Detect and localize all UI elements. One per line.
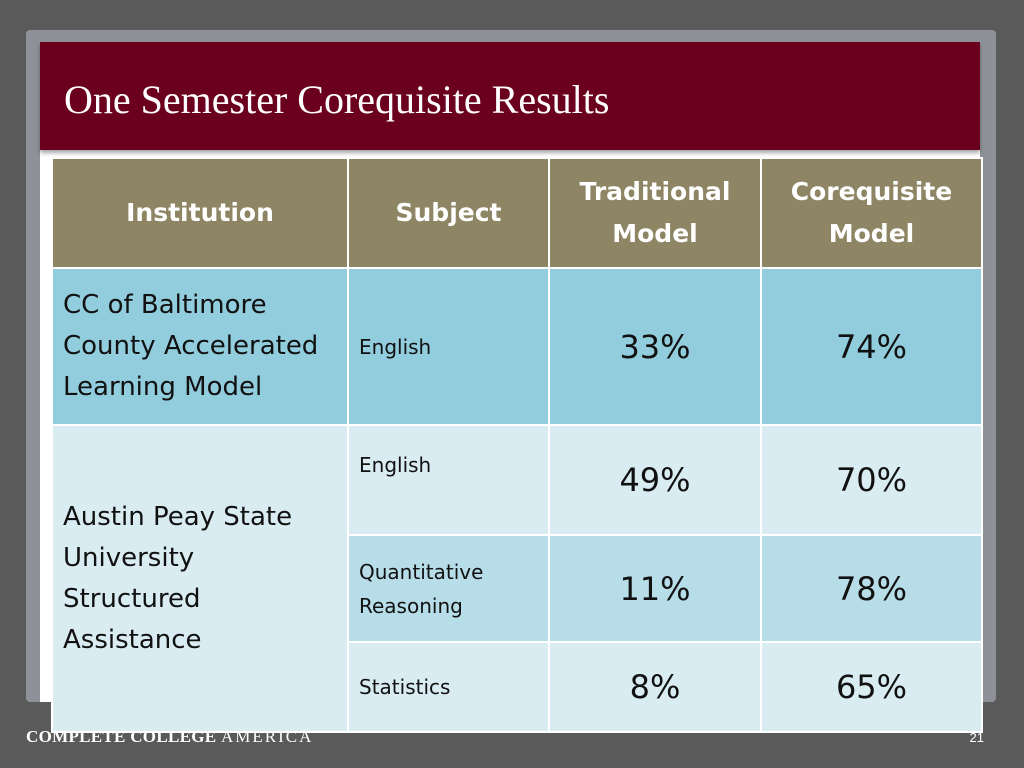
corequisite-value: 74% <box>835 327 908 366</box>
subject-cell: Quantitative Reasoning <box>347 534 550 643</box>
subject-label-line1: Quantitative <box>359 559 484 584</box>
corequisite-value-cell: 65% <box>760 641 983 733</box>
traditional-value-cell: 49% <box>548 424 762 536</box>
results-table: Institution Subject Traditional Model Co… <box>51 157 983 733</box>
header-subject-label: Subject <box>395 198 502 227</box>
brand-name-light: AMERICA <box>220 727 314 746</box>
corequisite-value: 70% <box>835 461 908 499</box>
table-row: CC of Baltimore County Accelerated Learn… <box>51 267 983 426</box>
institution-line: Structured <box>63 583 201 614</box>
table-row: Austin Peay State University Structured … <box>51 424 983 733</box>
header-institution-label: Institution <box>126 198 274 227</box>
header-traditional-line2: Model <box>612 219 698 248</box>
header-subject: Subject <box>347 157 550 269</box>
institution-cell: Austin Peay State University Structured … <box>51 424 349 733</box>
traditional-value-cell: 33% <box>548 267 762 426</box>
corequisite-value: 65% <box>835 668 908 706</box>
subject-label: English <box>359 453 432 477</box>
header-corequisite-model: Corequisite Model <box>760 157 983 269</box>
footer-brand-logo: COMPLETE COLLEGE AMERICA <box>26 727 313 747</box>
corequisite-value-cell: 70% <box>760 424 983 536</box>
subject-label: English <box>359 334 432 359</box>
corequisite-value: 78% <box>835 569 908 608</box>
institution-line: CC of Baltimore <box>63 290 267 320</box>
subject-cell: Statistics <box>347 641 550 733</box>
header-traditional-line1: Traditional <box>579 177 731 206</box>
institution-line: County Accelerated <box>63 331 319 361</box>
slide-title: One Semester Corequisite Results <box>64 77 610 122</box>
table-row: Statistics 8% 65% <box>52 641 983 733</box>
header-corequisite-line1: Corequisite <box>790 177 953 206</box>
traditional-value: 49% <box>619 461 691 499</box>
subject-label: Statistics <box>359 675 451 699</box>
brand-name-bold: COMPLETE COLLEGE <box>26 727 217 746</box>
traditional-value: 33% <box>619 327 691 366</box>
institution-line: Learning Model <box>63 372 263 402</box>
table-header-row: Institution Subject Traditional Model Co… <box>51 157 983 269</box>
traditional-value-cell: 11% <box>548 534 762 643</box>
title-bar: One Semester Corequisite Results <box>40 42 980 150</box>
header-traditional-model: Traditional Model <box>548 157 762 269</box>
header-corequisite-line2: Model <box>828 219 915 248</box>
institution-line: Austin Peay State <box>63 501 293 532</box>
subject-cell: English <box>347 424 550 536</box>
subject-label-line2: Reasoning <box>359 593 463 618</box>
institution-cell: CC of Baltimore County Accelerated Learn… <box>51 267 349 426</box>
institution-line: Assistance <box>63 624 202 655</box>
subject-cell: English <box>347 267 550 426</box>
page-number: 21 <box>969 730 984 745</box>
table-row: Quantitative Reasoning 11% 78% <box>52 534 983 643</box>
traditional-value: 8% <box>629 668 681 706</box>
header-institution: Institution <box>51 157 349 269</box>
corequisite-value-cell: 78% <box>760 534 983 643</box>
corequisite-value-cell: 74% <box>760 267 983 426</box>
traditional-value: 11% <box>619 569 691 608</box>
institution-line: University <box>63 542 195 573</box>
traditional-value-cell: 8% <box>548 641 762 733</box>
